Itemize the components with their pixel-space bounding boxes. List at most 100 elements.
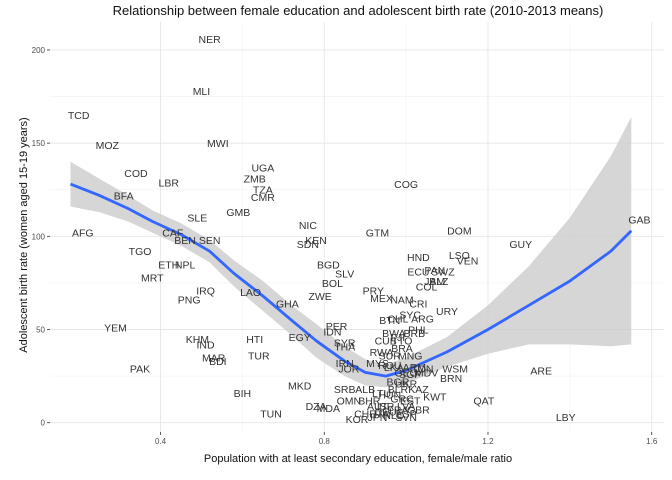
- country-label-jor: JOR: [338, 364, 359, 376]
- country-label-srb: SRB: [334, 384, 356, 396]
- country-label-lva: LVA: [397, 401, 415, 413]
- gridlines: [50, 22, 664, 432]
- country-label-tur: TUR: [248, 351, 270, 363]
- country-label-afg: AFG: [72, 228, 94, 240]
- country-label-hnd: HND: [407, 252, 430, 264]
- country-label-cmr: CMR: [251, 192, 275, 204]
- country-label-npl: NPL: [175, 259, 196, 271]
- country-label-mda: MDA: [317, 403, 340, 415]
- country-label-lka: LKA: [384, 362, 404, 374]
- country-label-egy: EGY: [289, 332, 311, 344]
- y-tick-label: 50: [36, 326, 45, 335]
- y-tick-label: 100: [32, 232, 46, 241]
- country-label-kwt: KWT: [423, 392, 447, 404]
- country-label-wsm: WSM: [442, 364, 468, 376]
- country-label-bhr: BHR: [358, 395, 381, 407]
- country-label-zmb: ZMB: [244, 174, 266, 186]
- country-label-grc: GRC: [390, 393, 414, 405]
- country-label-zwe: ZWE: [308, 291, 331, 303]
- country-label-ven: VEN: [457, 256, 479, 268]
- country-label-bgr: BGR: [387, 377, 410, 389]
- y-tick-label: 150: [32, 139, 46, 148]
- country-label-idn: IDN: [323, 326, 341, 338]
- country-label-are: ARE: [530, 366, 552, 378]
- country-label-sle: SLE: [187, 213, 207, 225]
- country-label-bgd: BGD: [317, 259, 340, 271]
- country-label-irq: IRQ: [196, 285, 215, 297]
- country-label-kor: KOR: [346, 414, 369, 426]
- country-label-hun: HUN: [378, 390, 401, 402]
- country-label-bdi: BDI: [209, 356, 227, 368]
- country-label-est: EST: [400, 395, 421, 407]
- country-label-cub: CUB: [375, 336, 397, 348]
- country-label-mli: MLI: [193, 86, 211, 98]
- country-label-gha: GHA: [276, 298, 299, 310]
- country-label-syc: SYC: [399, 310, 421, 322]
- country-label-lso: LSO: [449, 250, 470, 262]
- country-label-gbr: GBR: [407, 405, 430, 417]
- country-label-bwa: BWA: [382, 328, 406, 340]
- country-label-dza: DZA: [306, 401, 327, 413]
- country-label-ken: KEN: [305, 235, 327, 247]
- country-label-sdn: SDN: [297, 239, 319, 251]
- country-label-ita: ITA: [374, 408, 390, 420]
- country-label-jpn: JPN: [368, 412, 388, 424]
- country-label-dom: DOM: [447, 226, 472, 238]
- x-tick-label: 1.2: [482, 437, 494, 446]
- country-label-lao: LAO: [240, 287, 261, 299]
- country-label-cog: COG: [394, 179, 418, 191]
- country-label-cri: CRI: [409, 298, 427, 310]
- country-label-blr: BLR: [388, 384, 409, 396]
- country-label-che: CHE: [354, 408, 376, 420]
- country-label-kaz: KAZ: [408, 384, 429, 396]
- country-label-yem: YEM: [104, 323, 127, 335]
- country-label-tun: TUN: [260, 408, 282, 420]
- x-tick-label: 1.6: [646, 437, 658, 446]
- country-label-mrt: MRT: [141, 272, 164, 284]
- country-label-bra: BRA: [391, 343, 413, 355]
- country-label-tto: TTO: [392, 336, 413, 348]
- country-label-hti: HTI: [246, 334, 263, 346]
- country-label-blz: BLZ: [429, 276, 449, 288]
- country-label-ind: IND: [196, 339, 215, 351]
- smooth-line: [69, 182, 633, 378]
- country-label-phl: PHL: [408, 325, 429, 337]
- country-label-btn: BTN: [379, 315, 400, 327]
- country-label-isr: ISR: [377, 401, 395, 413]
- country-label-tza: TZA: [253, 185, 273, 197]
- x-axis-title: Population with at least secondary educa…: [204, 453, 512, 465]
- country-label-rou: ROU: [378, 360, 401, 372]
- country-label-pak: PAK: [130, 364, 150, 376]
- country-label-chl: CHL: [387, 313, 408, 325]
- country-label-swz: SWZ: [431, 267, 455, 279]
- country-label-eth: ETH: [158, 259, 179, 271]
- y-tick-label: 0: [41, 419, 46, 428]
- country-label-mys: MYS: [366, 358, 389, 370]
- confidence-band: [70, 117, 632, 388]
- country-label-mar: MAR: [202, 352, 226, 364]
- country-label-ltu: LTU: [372, 388, 391, 400]
- country-label-arm: ARM: [403, 362, 426, 374]
- country-label-brb: BRB: [404, 328, 426, 340]
- country-label-gab: GAB: [628, 215, 650, 227]
- country-label-khm: KHM: [186, 334, 209, 346]
- country-label-irn: IRN: [336, 358, 354, 370]
- country-label-mdv: MDV: [415, 367, 438, 379]
- country-label-ner: NER: [199, 34, 222, 46]
- country-label-tgo: TGO: [129, 246, 152, 258]
- country-label-nam: NAM: [390, 295, 413, 307]
- country-label-fra: FRA: [387, 405, 408, 417]
- country-label-ury: URY: [436, 306, 458, 318]
- country-label-fji: FJI: [391, 332, 406, 344]
- country-label-alb: ALB: [355, 384, 375, 396]
- country-label-mwi: MWI: [207, 138, 229, 150]
- x-tick-label: 0.8: [319, 437, 331, 446]
- confidence-band-area: [70, 117, 632, 388]
- country-label-sgp: SGP: [399, 369, 421, 381]
- y-tick-label: 200: [32, 46, 46, 55]
- country-label-svn: SVN: [395, 412, 417, 424]
- country-label-lby: LBY: [556, 412, 576, 424]
- country-label-bfa: BFA: [114, 190, 134, 202]
